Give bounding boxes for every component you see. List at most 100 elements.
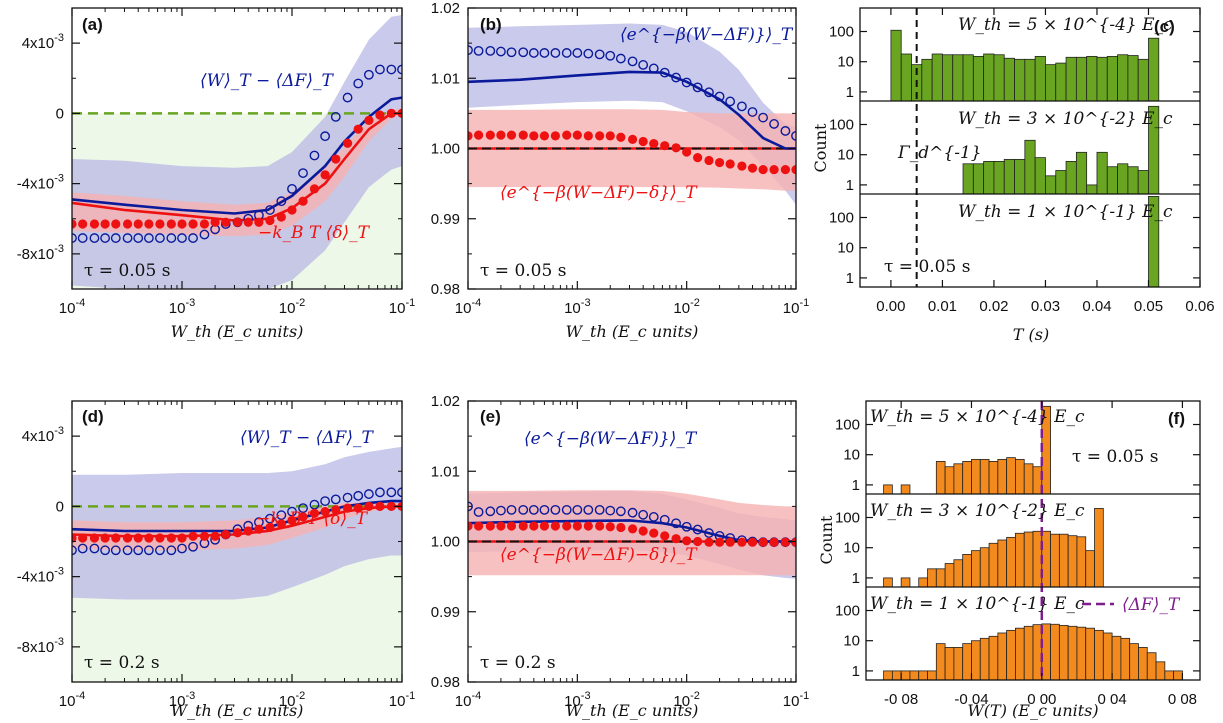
data-point-open <box>594 49 605 60</box>
panel-c-sub3-label: W_th = 1 × 10^{-1} E_c <box>958 202 1173 222</box>
histogram-bar <box>1024 58 1036 102</box>
data-point-open <box>375 487 385 498</box>
histogram-bar <box>883 484 893 495</box>
data-point-open <box>298 168 308 178</box>
histogram-bar <box>997 632 1008 681</box>
data-point-open <box>692 82 703 93</box>
panel-b-blue-band <box>468 23 796 205</box>
data-point-open <box>473 507 484 517</box>
data-point-filled <box>583 521 593 531</box>
histogram-bar <box>971 458 981 495</box>
panel-f-xticks: -0 08 -0 04 0 00 0 04 0 08 <box>884 401 1197 708</box>
panel-e-letter: (e) <box>480 407 501 426</box>
data-point-open <box>496 505 506 516</box>
y-tick-label: 100 <box>829 117 854 134</box>
histogram-bar <box>1023 625 1034 681</box>
y-tick-label: 100 <box>835 417 860 434</box>
data-point-filled <box>342 138 353 148</box>
histogram-bar <box>883 670 893 681</box>
data-point-filled <box>747 163 758 173</box>
data-point-open <box>166 545 177 556</box>
histogram-bar <box>1094 629 1104 681</box>
x-tick-label: -0 08 <box>884 691 918 708</box>
data-point-open <box>583 48 594 59</box>
y-tick-label: 10 <box>843 633 860 650</box>
data-point-filled <box>671 534 681 544</box>
data-point-filled <box>605 522 615 532</box>
histogram-bar <box>988 461 999 495</box>
histogram-bar <box>1065 161 1077 195</box>
histogram-bar <box>962 643 972 681</box>
panel-a-tau: τ = 0.05 s <box>84 261 170 281</box>
data-point-open <box>518 47 529 58</box>
panel-b-filled-points <box>468 130 796 175</box>
data-point-open <box>77 543 88 554</box>
panel-b-blue-curve <box>468 70 796 150</box>
data-point-open <box>659 514 670 525</box>
x-tick-label: 10-1 <box>783 690 809 710</box>
y-tick-label: 1.01 <box>431 70 460 87</box>
histogram-bar <box>979 637 990 681</box>
data-point-filled <box>287 205 297 215</box>
data-point-open <box>583 504 594 515</box>
histogram-bar <box>1034 157 1046 195</box>
histogram-bar <box>997 458 1008 495</box>
histogram-bar <box>1137 170 1149 195</box>
histogram-bar <box>1155 661 1166 681</box>
data-point-filled <box>518 130 528 140</box>
data-point-filled <box>725 537 735 547</box>
x-tick-label: 0 08 <box>1168 691 1197 708</box>
y-tick-label: 100 <box>829 24 854 41</box>
histogram-bar <box>921 58 933 102</box>
data-point-filled <box>660 141 670 151</box>
data-point-filled <box>166 533 176 543</box>
data-point-filled <box>468 521 473 531</box>
data-point-open <box>671 518 681 529</box>
panel-c: 0.00 0.01 0.02 0.03 0.04 0.05 0.06 11010011010… <box>811 7 1215 344</box>
histogram-bar <box>1102 632 1113 681</box>
histogram-bar <box>927 670 937 681</box>
data-point-open <box>122 233 133 243</box>
histogram-bar <box>988 635 999 681</box>
data-point-filled <box>627 134 638 144</box>
panel-c-ylabel: Count <box>811 123 830 172</box>
y-tick-label: 0.99 <box>431 604 460 621</box>
data-point-open <box>330 494 341 505</box>
histogram-bar <box>1094 508 1104 588</box>
data-point-filled <box>133 533 143 543</box>
data-point-filled <box>714 537 725 547</box>
data-point-filled <box>682 147 692 157</box>
histogram-bar <box>1050 623 1060 681</box>
data-point-filled <box>473 130 484 140</box>
x-tick-label: 0.02 <box>979 298 1008 315</box>
histogram-bar <box>1015 627 1025 681</box>
data-point-open <box>561 48 572 58</box>
data-point-filled <box>714 157 725 168</box>
x-tick-label: 0.05 <box>1134 298 1163 315</box>
histogram-bar <box>983 53 995 102</box>
data-point-open <box>363 489 374 499</box>
histogram-bar <box>1006 629 1016 681</box>
panel-c-sub2-label: W_th = 3 × 10^{-2} E_c <box>958 109 1173 129</box>
data-point-open <box>704 528 714 538</box>
data-point-filled <box>671 143 681 153</box>
y-tick-label: 10 <box>843 447 860 464</box>
histogram-bar <box>918 577 928 588</box>
y-tick-label: 100 <box>829 210 854 227</box>
data-point-filled <box>704 537 714 547</box>
data-point-open <box>671 72 681 83</box>
panel-c-frame <box>859 7 1201 288</box>
panel-c-bars <box>890 29 1160 288</box>
data-point-open <box>386 64 397 75</box>
data-point-filled <box>122 219 133 229</box>
data-point-filled <box>342 503 353 513</box>
data-point-filled <box>562 521 572 531</box>
panel-f-sub1-label: W_th = 5 × 10^{-4} E_c <box>870 407 1085 427</box>
panel-f-sub3-label: W_th = 1 × 10^{-1} E_c <box>870 594 1085 614</box>
histogram-bar <box>1006 536 1016 588</box>
x-tick-label: 10-4 <box>59 690 85 710</box>
panel-c-decay-label: Γ_d^{-1} <box>897 143 982 163</box>
data-point-filled <box>518 521 528 531</box>
histogram-bar <box>952 54 964 102</box>
